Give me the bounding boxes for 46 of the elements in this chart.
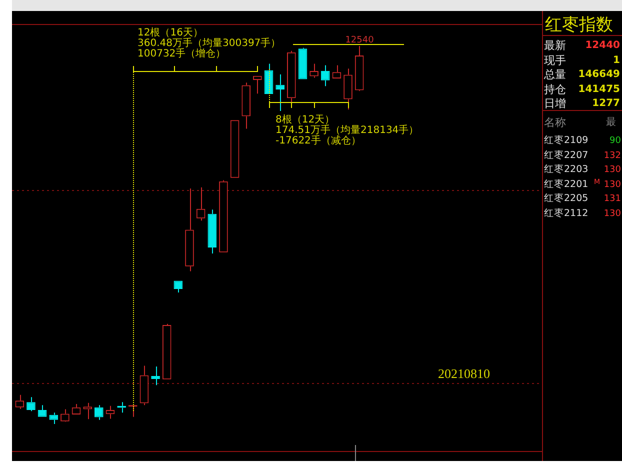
text: 132	[604, 150, 621, 162]
candlestick	[310, 63, 318, 78]
text: 红枣2201	[544, 178, 588, 191]
text: 红枣指数	[545, 14, 613, 36]
text: 12根（16天）	[138, 26, 203, 39]
candlestick	[344, 68, 352, 110]
text: 90	[610, 135, 621, 147]
text: 141475	[578, 84, 620, 96]
annotation: 174.51万手（均量218134手）	[276, 124, 419, 136]
text: 红枣2112	[544, 208, 588, 220]
candlestick	[83, 402, 92, 420]
text: 持仓	[544, 82, 566, 96]
candlestick	[253, 76, 262, 94]
text: 130	[604, 164, 621, 176]
text: 红枣2205	[544, 193, 588, 206]
annotation: 100732手（增仓）	[138, 48, 226, 60]
text: 日增	[544, 97, 566, 110]
candlestick	[276, 74, 284, 112]
text: 12440	[585, 40, 620, 52]
text: 现手	[544, 54, 566, 67]
candlestick	[140, 365, 149, 406]
text: 130	[604, 208, 621, 220]
candlestick	[208, 209, 217, 254]
text: 146649	[578, 69, 620, 82]
text: 最新	[544, 39, 566, 52]
text: 总量	[544, 68, 566, 82]
text: 131	[604, 193, 621, 206]
candlestick	[185, 188, 194, 272]
candlestick	[49, 412, 58, 424]
candlestick	[219, 180, 228, 252]
candlestick	[354, 46, 364, 92]
candlestick	[242, 82, 251, 130]
text: 最	[606, 117, 616, 129]
text: 红枣2109	[544, 135, 588, 147]
text: 1	[613, 54, 620, 67]
text: 红枣2207	[544, 150, 588, 162]
annotation: -17622手（减仓）	[276, 134, 361, 147]
annotation: 8根（12天）	[276, 114, 335, 126]
text: 名称	[544, 116, 566, 129]
annotation: 360.48万手（均量300397手）	[138, 37, 281, 50]
text: 红枣2203	[544, 164, 588, 176]
text: 20210810	[438, 366, 490, 381]
text: 12540	[345, 35, 374, 46]
candlestick	[151, 366, 160, 386]
text: 130	[604, 178, 621, 191]
text: 1277	[592, 98, 620, 110]
